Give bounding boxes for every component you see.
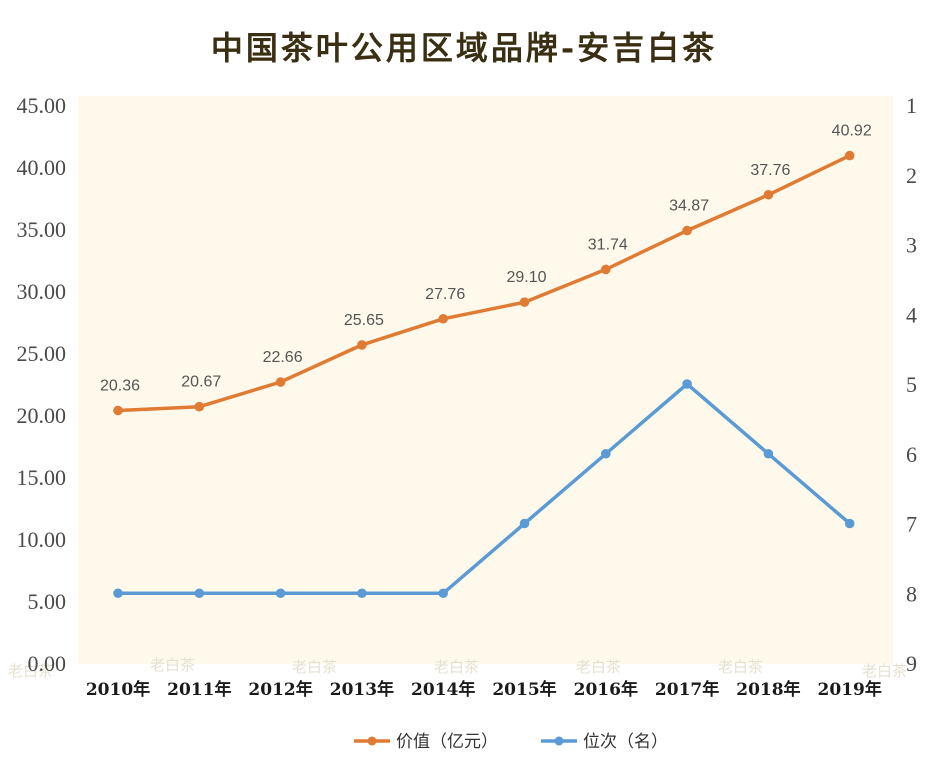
watermark-text-4: 老白茶 <box>576 658 621 676</box>
data-point <box>357 340 367 350</box>
data-point <box>438 313 449 324</box>
x-tick-label: 2019年 <box>818 679 882 700</box>
plot-area <box>78 96 893 664</box>
legend-label: 位次（名） <box>583 732 668 752</box>
x-tick-label: 2014年 <box>411 679 475 700</box>
data-label: 34.87 <box>669 198 709 215</box>
data-point <box>682 379 692 389</box>
data-point <box>519 518 530 529</box>
left-tick-label: 15.00 <box>17 465 67 490</box>
series-line <box>116 153 852 413</box>
data-label: 22.66 <box>263 349 303 366</box>
data-point <box>763 448 774 459</box>
data-label: 20.67 <box>181 374 221 391</box>
data-label: 27.76 <box>425 286 465 303</box>
watermark-text-2: 老白茶 <box>292 658 337 676</box>
left-tick-label: 20.00 <box>17 403 67 428</box>
left-tick-label: 25.00 <box>17 341 67 366</box>
right-tick-label: 1 <box>906 93 917 118</box>
data-point <box>357 588 367 599</box>
data-label: 37.76 <box>750 162 790 179</box>
data-label: 20.36 <box>100 378 140 395</box>
left-tick-label: 35.00 <box>17 217 67 242</box>
data-label: 29.10 <box>506 269 546 286</box>
x-tick-label: 2016年 <box>574 679 638 700</box>
left-tick-label: 5.00 <box>28 589 67 614</box>
right-tick-label: 3 <box>906 233 917 258</box>
data-point <box>275 377 286 387</box>
watermark-text-5: 老白茶 <box>718 658 763 676</box>
x-tick-label: 2017年 <box>655 679 719 700</box>
right-tick-label: 4 <box>906 302 917 327</box>
right-tick-label: 8 <box>906 581 917 606</box>
data-point <box>194 588 205 599</box>
data-point <box>194 401 205 412</box>
right-tick-label: 9 <box>906 651 917 676</box>
data-point <box>763 189 774 200</box>
x-tick-label: 2012年 <box>248 679 312 700</box>
left-axis: 0.00 5.00 10.00 15.00 20.00 25.00 30.00 35.00 40… <box>17 93 67 676</box>
chart-title: 中国茶叶公用区域品牌-安吉白茶 <box>211 29 717 67</box>
left-tick-label: 30.00 <box>17 279 67 304</box>
watermarks: 老白茶 老白茶 老白茶 老白茶 老白茶 老白茶 老白茶 <box>8 656 907 680</box>
data-label: 40.92 <box>832 123 872 140</box>
data-point <box>113 405 123 416</box>
legend-label: 价值（亿元） <box>396 732 498 752</box>
watermark-text-0: 老白茶 <box>8 662 53 680</box>
right-axis: 1 2 3 4 5 6 7 8 9 <box>906 93 917 676</box>
watermark-text-3: 老白茶 <box>434 658 479 676</box>
data-point <box>601 264 611 275</box>
data-point <box>275 588 286 599</box>
x-tick-label: 2018年 <box>736 679 800 700</box>
series-layer: 20.36 20.67 22.66 25.65 27.76 29.10 31.74 34.87… <box>100 123 872 599</box>
data-point <box>844 150 855 161</box>
legend-marker <box>554 736 564 746</box>
left-tick-label: 0.00 <box>28 651 67 676</box>
legend: 价值（亿元） 位次（名） <box>354 732 668 752</box>
data-label: 25.65 <box>344 312 384 329</box>
x-tick-label: 2010年 <box>86 679 150 700</box>
data-point <box>113 588 123 599</box>
data-point <box>438 588 449 599</box>
right-tick-label: 6 <box>906 442 917 467</box>
right-tick-label: 5 <box>906 372 917 397</box>
x-tick-label: 2013年 <box>330 679 394 700</box>
data-point <box>844 518 855 529</box>
watermark-text-1: 老白茶 <box>150 656 195 674</box>
x-tick-label: 2011年 <box>167 679 231 700</box>
left-tick-label: 45.00 <box>17 93 67 118</box>
x-axis: 2010年 2011年 2012年 2013年 2014年 2015年 2016年 2017年… <box>86 679 882 700</box>
data-point <box>519 297 530 307</box>
data-label: 31.74 <box>588 236 628 253</box>
left-tick-label: 10.00 <box>17 527 67 552</box>
data-point <box>601 448 611 459</box>
x-tick-label: 2015年 <box>492 679 556 700</box>
right-tick-label: 7 <box>906 512 917 537</box>
series-line <box>116 382 852 596</box>
data-point <box>682 225 692 236</box>
legend-marker <box>367 736 377 746</box>
watermark-text-6: 老白茶 <box>862 662 907 680</box>
left-tick-label: 40.00 <box>17 155 67 180</box>
right-tick-label: 2 <box>906 163 917 188</box>
